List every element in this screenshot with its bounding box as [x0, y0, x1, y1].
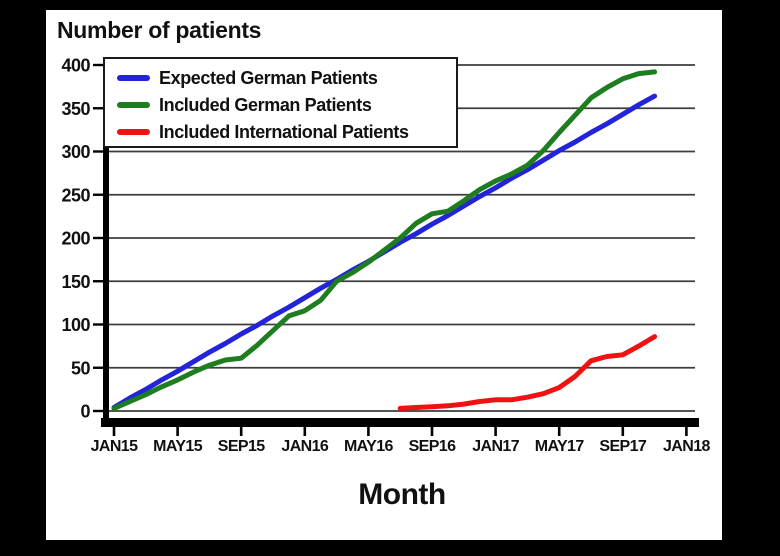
legend-label: Included International Patients [159, 121, 409, 142]
y-tick-label: 100 [61, 315, 90, 335]
x-tick-label: JAN18 [663, 438, 711, 455]
x-tick-label: JAN17 [472, 438, 520, 455]
x-tick-label: MAY17 [535, 438, 585, 455]
x-tick-label: SEP15 [218, 438, 266, 455]
x-tick-label: SEP16 [409, 438, 457, 455]
x-tick-label: MAY15 [153, 438, 203, 455]
y-tick-label: 250 [61, 185, 90, 205]
x-axis-line [101, 418, 699, 427]
y-tick-label: 50 [71, 358, 91, 378]
legend-label: Expected German Patients [159, 67, 378, 88]
chart-title: Number of patients [57, 17, 262, 43]
x-tick-label: MAY16 [344, 438, 394, 455]
y-tick-label: 0 [80, 402, 90, 422]
legend-item-included-german: Included German Patients [117, 92, 456, 118]
x-tick-label: SEP17 [599, 438, 647, 455]
legend-swatch-blue-line [117, 75, 150, 81]
x-axis-title: Month [358, 478, 446, 511]
included-international-patients-line [397, 334, 658, 411]
chart-plot-area: 0 50 100 150 200 250 300 350 400 JAN15 MAY15 SEP15 J… [61, 56, 711, 456]
legend-label: Included German Patients [159, 94, 372, 115]
y-tick-label: 400 [61, 56, 90, 76]
x-tick-label: JAN15 [91, 438, 139, 455]
y-axis-line [103, 57, 109, 427]
chart-panel: Number of patients 0 50 100 150 200 250 300 350… [46, 10, 722, 540]
included-german-patients-line [111, 69, 658, 411]
legend-item-expected-german: Expected German Patients [117, 65, 456, 91]
y-tick-label: 350 [61, 99, 90, 119]
y-tick-label: 200 [61, 229, 90, 249]
y-tick-label: 300 [61, 142, 90, 162]
y-tick-label: 150 [61, 272, 90, 292]
legend-swatch-green-line [117, 102, 150, 108]
legend-item-included-international: Included International Patients [117, 119, 456, 145]
chart-legend: Expected German Patients Included German… [103, 57, 458, 148]
legend-swatch-red-line [117, 129, 150, 135]
x-tick-label: JAN16 [281, 438, 329, 455]
